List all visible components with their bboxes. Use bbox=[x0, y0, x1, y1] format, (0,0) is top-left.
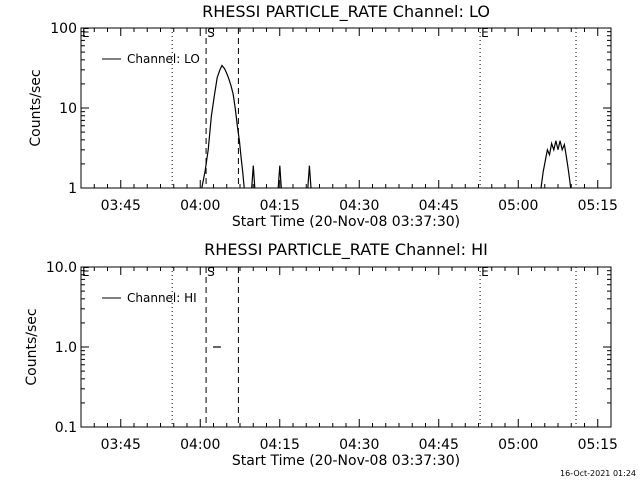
chart-panel-hi: RHESSI PARTICLE_RATE Channel: HI 03:45 04:… bbox=[24, 240, 618, 469]
marker-label: E bbox=[82, 265, 90, 279]
x-tick-label: 04:15 bbox=[260, 437, 300, 453]
series-line bbox=[540, 140, 572, 189]
chart-panel-lo: RHESSI PARTICLE_RATE Channel: LO 03:45 04:… bbox=[28, 2, 618, 230]
series-line bbox=[201, 64, 245, 189]
x-tick-label: 05:15 bbox=[578, 198, 618, 214]
x-tick-label: 04:15 bbox=[260, 198, 300, 214]
x-tick-label: 03:45 bbox=[101, 437, 141, 453]
footer-timestamp: 16-Oct-2021 01:24 bbox=[560, 469, 636, 478]
marker-label: E bbox=[481, 265, 489, 279]
y-tick-label: 100 bbox=[50, 21, 77, 37]
x-axis-label: Start Time (20-Nov-08 03:37:30) bbox=[232, 453, 460, 469]
x-axis-label: Start Time (20-Nov-08 03:37:30) bbox=[232, 214, 460, 230]
y-tick-label: 1 bbox=[68, 181, 77, 197]
y-tick-label: 10.0 bbox=[46, 260, 77, 276]
series-line bbox=[277, 165, 282, 189]
marker-label: E bbox=[481, 26, 489, 40]
y-tick-label: 1.0 bbox=[55, 340, 77, 356]
x-tick-label: 03:45 bbox=[101, 198, 141, 214]
x-tick-label: 04:30 bbox=[339, 437, 379, 453]
legend-label: Channel: LO bbox=[127, 52, 200, 66]
chart-title: RHESSI PARTICLE_RATE Channel: HI bbox=[204, 240, 488, 260]
series-line bbox=[307, 165, 312, 189]
x-tick-label: 05:00 bbox=[498, 437, 538, 453]
marker-label: S bbox=[207, 26, 215, 40]
series-line bbox=[251, 165, 256, 189]
legend-label: Channel: HI bbox=[127, 291, 197, 305]
x-tick-label: 05:15 bbox=[578, 437, 618, 453]
x-tick-label: 04:45 bbox=[419, 437, 459, 453]
x-tick-label: 04:00 bbox=[180, 437, 220, 453]
y-tick-label: 10 bbox=[59, 101, 77, 117]
chart-title: RHESSI PARTICLE_RATE Channel: LO bbox=[202, 2, 490, 22]
x-tick-label: 04:45 bbox=[419, 198, 459, 214]
x-tick-label: 04:00 bbox=[180, 198, 220, 214]
y-axis-label: Counts/sec bbox=[28, 69, 44, 146]
x-tick-label: 04:30 bbox=[339, 198, 379, 214]
y-axis-label: Counts/sec bbox=[24, 308, 40, 385]
y-tick-label: 0.1 bbox=[55, 420, 77, 436]
marker-label: E bbox=[82, 26, 90, 40]
x-tick-label: 05:00 bbox=[498, 198, 538, 214]
marker-label: S bbox=[207, 265, 215, 279]
